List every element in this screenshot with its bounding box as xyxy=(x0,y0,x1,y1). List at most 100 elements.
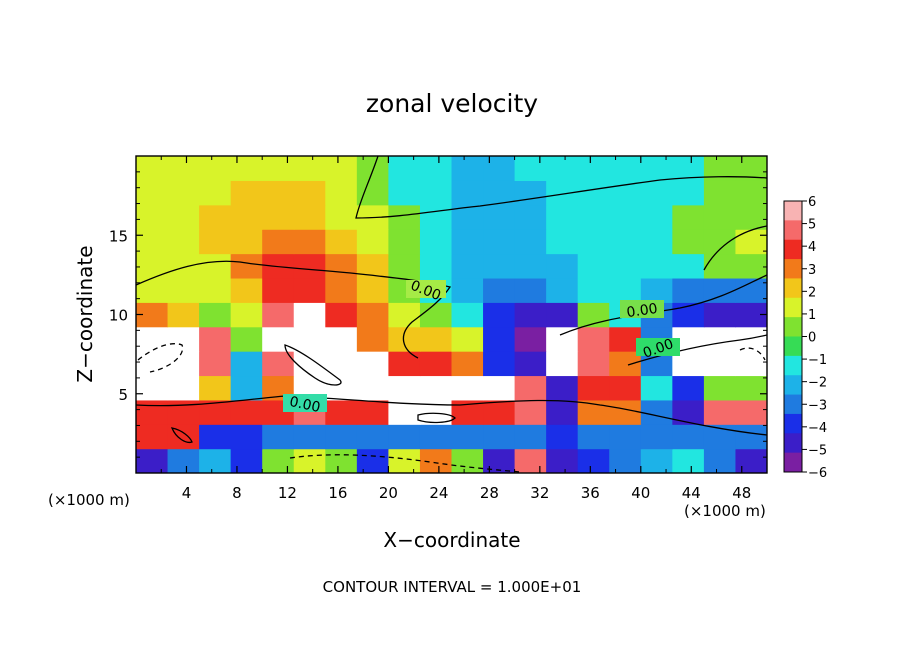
colorbar-swatch xyxy=(784,355,802,376)
heatmap-cell xyxy=(167,253,200,279)
heatmap-cell xyxy=(640,399,673,425)
colorbar-tick-label: 6 xyxy=(808,195,816,210)
heatmap-cell xyxy=(199,448,232,473)
heatmap-cell xyxy=(136,277,169,303)
colorbar-tick-label: −2 xyxy=(808,376,827,391)
heatmap-cell xyxy=(577,375,610,401)
heatmap-cell xyxy=(388,229,421,255)
heatmap-cell xyxy=(356,229,389,255)
heatmap-cell xyxy=(262,204,295,230)
heatmap-cell xyxy=(293,156,326,181)
x-tick-label: 12 xyxy=(278,484,297,502)
heatmap-cell xyxy=(577,424,610,450)
x-axis: 4 8 12 16 20 24 28 32 36 40 44 48 xyxy=(160,156,751,502)
contour-dashed-b xyxy=(289,454,521,473)
colorbar-swatch xyxy=(784,201,802,221)
heatmap-cell xyxy=(609,424,642,450)
heatmap-cell xyxy=(356,277,389,303)
heatmap-cell xyxy=(703,302,737,328)
heatmap-cell xyxy=(609,375,642,401)
heatmap-cell xyxy=(419,180,453,206)
heatmap-cell xyxy=(199,302,232,328)
heatmap-cell xyxy=(230,253,263,279)
heatmap-cell xyxy=(419,326,453,352)
heatmap-cell xyxy=(514,229,547,255)
colorbar: 6 5 4 3 2 1 0 −1 −2 −3 −4 −5 −6 xyxy=(783,195,827,481)
heatmap-cell xyxy=(199,204,232,230)
heatmap-cell xyxy=(735,253,767,279)
heatmap-cell xyxy=(419,156,453,181)
heatmap-cell xyxy=(167,156,200,181)
heatmap-cell xyxy=(451,351,484,377)
heatmap-cell xyxy=(388,351,421,377)
colorbar-swatch xyxy=(784,433,802,454)
heatmap-cell xyxy=(609,448,642,473)
contour-zero-upper xyxy=(136,260,452,359)
colorbar-tick-label: 4 xyxy=(808,240,816,255)
z-axis-label: Z−coordinate xyxy=(73,245,97,382)
colorbar-swatch xyxy=(784,336,802,357)
heatmap-cell xyxy=(609,277,642,303)
colorbar-swatch xyxy=(784,259,802,279)
contour-label-3: 0.00 xyxy=(288,394,322,416)
heatmap-cell xyxy=(546,399,579,425)
heatmap-cell xyxy=(546,229,579,255)
colorbar-tick-label: 1 xyxy=(808,308,816,323)
y-tick-label: 15 xyxy=(109,227,128,245)
heatmap-cell xyxy=(325,253,358,279)
colorbar-tick-label: −3 xyxy=(808,398,827,413)
heatmap-cell xyxy=(136,253,169,279)
heatmap-cell xyxy=(262,156,295,181)
heatmap-cell xyxy=(577,156,610,181)
heatmap-cell xyxy=(514,277,547,303)
heatmap-cell xyxy=(735,399,767,425)
heatmap-cell xyxy=(703,375,737,401)
heatmap-cell xyxy=(703,180,737,206)
heatmap-cell xyxy=(230,277,263,303)
heatmap-cell xyxy=(419,253,453,279)
heatmap-cell xyxy=(419,204,453,230)
contour-zero-top xyxy=(355,156,767,219)
heatmap-cell xyxy=(640,277,673,303)
heatmap-cell xyxy=(388,180,421,206)
heatmap-cell xyxy=(167,375,200,401)
x-axis-label: X−coordinate xyxy=(383,528,520,552)
heatmap-cell xyxy=(419,375,453,401)
heatmap-cell xyxy=(483,277,516,303)
heatmap-cell xyxy=(199,326,232,352)
x-tick-label: 24 xyxy=(429,484,448,502)
heatmap-cell xyxy=(356,326,389,352)
heatmap-cell xyxy=(136,156,169,181)
y-tick-label: 5 xyxy=(118,386,128,404)
colorbar-swatch xyxy=(784,297,802,318)
heatmap-cell xyxy=(451,375,484,401)
heatmap-cell xyxy=(325,448,358,473)
heatmap-cell xyxy=(640,180,673,206)
heatmap-cell xyxy=(451,253,484,279)
heatmap-cell xyxy=(167,229,200,255)
colorbar-tick-label: 0 xyxy=(808,331,816,346)
heatmap-cell xyxy=(356,375,389,401)
heatmap-cell xyxy=(325,351,358,377)
colorbar-swatch xyxy=(784,317,802,337)
heatmap-cell xyxy=(167,180,200,206)
heatmap-cell xyxy=(735,375,767,401)
heatmap-cell xyxy=(136,180,169,206)
chart-title: zonal velocity xyxy=(366,89,538,118)
heatmap-cell xyxy=(388,204,421,230)
heatmap-cell xyxy=(577,229,610,255)
heatmap-cell xyxy=(293,302,326,328)
heatmap-cell xyxy=(640,424,673,450)
heatmap-cell xyxy=(230,375,263,401)
heatmap-cell xyxy=(483,302,516,328)
contour-label-1: 0.00 xyxy=(626,301,659,321)
heatmap-cell xyxy=(451,229,484,255)
heatmap-cell xyxy=(546,302,579,328)
heatmap-cell xyxy=(514,448,547,473)
heatmap-cell xyxy=(199,180,232,206)
heatmap-cell xyxy=(167,448,200,473)
heatmap-cell xyxy=(136,351,169,377)
heatmap-cell xyxy=(136,204,169,230)
heatmap-cell xyxy=(325,302,358,328)
